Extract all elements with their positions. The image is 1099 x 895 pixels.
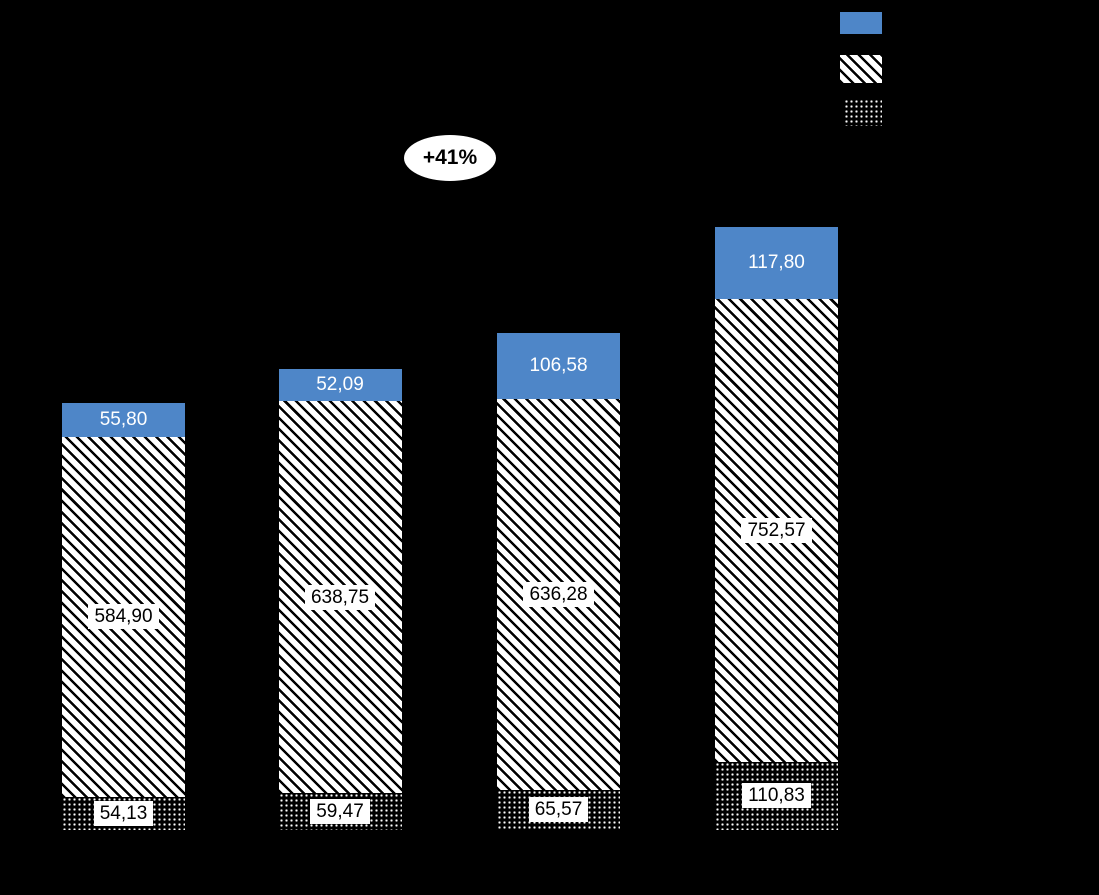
bar-4-segment-top: 117,80 xyxy=(715,226,838,300)
value-label: 59,47 xyxy=(310,799,370,825)
bar-1-segment-middle: 584,90 xyxy=(62,437,185,797)
legend-swatch-bottom-series xyxy=(844,99,882,126)
growth-annotation: +41% xyxy=(404,135,496,181)
value-label: 636,28 xyxy=(523,581,594,607)
value-label: 584,90 xyxy=(88,604,159,630)
legend-swatch-top-series xyxy=(840,12,882,34)
bar-3-segment-middle: 636,28 xyxy=(497,398,620,790)
bar-4-segment-bottom: 110,83 xyxy=(715,761,838,830)
value-label: 106,58 xyxy=(529,354,588,376)
value-label: 117,80 xyxy=(748,252,805,274)
value-label: 638,75 xyxy=(304,584,376,610)
bar-4-segment-middle: 752,57 xyxy=(715,299,838,762)
value-label: 110,83 xyxy=(742,783,811,809)
bar-3-segment-top: 106,58 xyxy=(497,333,620,399)
bar-1-segment-bottom: 54,13 xyxy=(62,796,185,830)
value-label: 65,57 xyxy=(528,797,589,823)
value-label: 752,57 xyxy=(741,518,812,544)
bar-2-segment-bottom: 59,47 xyxy=(278,793,402,830)
bar-1-segment-top: 55,80 xyxy=(62,402,185,438)
bar-2-segment-middle: 638,75 xyxy=(278,400,402,794)
value-label: 52,09 xyxy=(316,373,364,395)
bar-3-segment-bottom: 65,57 xyxy=(497,789,620,830)
bar-2-segment-top: 52,09 xyxy=(278,368,402,401)
value-label: 55,80 xyxy=(99,409,148,431)
legend-swatch-middle-series xyxy=(840,55,882,83)
value-label: 54,13 xyxy=(93,800,154,826)
